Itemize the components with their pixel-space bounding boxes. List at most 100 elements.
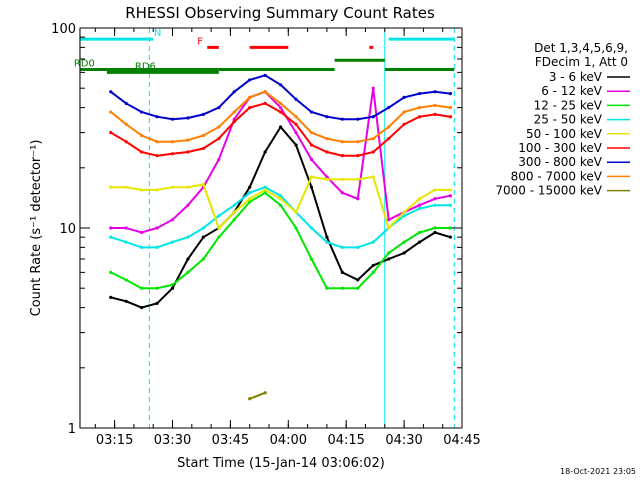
data-point-4-14: [294, 210, 298, 214]
data-point-2-19: [371, 270, 375, 274]
data-point-7-12: [263, 90, 267, 94]
data-point-2-15: [309, 257, 314, 261]
data-point-1-20: [387, 218, 391, 222]
data-point-1-22: [417, 203, 422, 207]
data-point-2-6: [170, 283, 175, 287]
data-point-3-23: [433, 203, 437, 207]
data-point-0-2: [109, 295, 113, 299]
data-point-5-2: [109, 130, 113, 135]
data-point-3-24: [448, 203, 453, 207]
data-point-4-5: [155, 188, 159, 192]
legend: Det 1,3,4,5,6,9, FDecim 1, Att 0 3 - 6 k…: [495, 41, 630, 198]
data-point-0-6: [170, 286, 175, 290]
data-point-4-3: [124, 185, 128, 189]
data-point-5-5: [155, 154, 159, 158]
data-point-2-12: [263, 191, 267, 195]
data-point-2-8: [201, 257, 205, 261]
data-point-6-13: [278, 83, 283, 87]
legend-label-2: 12 - 25 keV: [534, 98, 603, 112]
legend-header-line-2: FDecim 1, Att 0: [535, 55, 628, 69]
data-point-6-23: [433, 90, 437, 94]
x-tick-label-5: 04:30: [385, 433, 422, 448]
data-point-5-6: [170, 152, 175, 156]
data-point-8-12: [263, 391, 267, 395]
data-point-5-18: [356, 154, 360, 158]
data-point-6-15: [309, 110, 314, 114]
y-tick-label-2: 100: [51, 22, 76, 37]
data-point-2-20: [387, 251, 391, 255]
data-point-3-21: [402, 214, 406, 218]
data-point-0-24: [448, 235, 453, 239]
series-line-8: [249, 391, 266, 400]
data-point-2-10: [232, 218, 236, 222]
legend-label-0: 3 - 6 keV: [549, 70, 603, 84]
data-point-2-2: [109, 270, 113, 274]
data-point-4-15: [309, 175, 314, 179]
data-point-2-13: [278, 203, 283, 207]
data-point-1-3: [124, 226, 128, 230]
data-point-4-18: [356, 177, 360, 181]
data-point-5-12: [263, 101, 267, 105]
x-tick-label-2: 03:45: [212, 433, 249, 448]
legend-label-6: 300 - 800 keV: [518, 155, 602, 169]
data-point-5-14: [294, 122, 298, 126]
data-point-5-20: [387, 136, 391, 141]
data-point-6-20: [387, 105, 391, 110]
chart-axes: 03:15 03:30 03:45 04:00 04:15 04:30 04:45 1 10 10…: [51, 22, 481, 448]
data-point-4-4: [140, 188, 144, 192]
data-point-7-17: [340, 140, 344, 144]
y-tick-label-1: 10: [59, 222, 76, 237]
data-point-1-17: [340, 191, 344, 195]
data-point-4-19: [371, 175, 375, 179]
data-point-4-10: [232, 210, 236, 214]
data-point-5-15: [309, 143, 314, 147]
data-point-6-6: [170, 117, 175, 121]
data-point-6-12: [263, 73, 267, 77]
data-point-2-5: [155, 286, 159, 290]
legend-label-4: 50 - 100 keV: [526, 127, 603, 141]
x-tick-label-0: 03:15: [96, 433, 133, 448]
legend-label-1: 6 - 12 keV: [541, 84, 603, 98]
data-point-5-3: [124, 140, 128, 144]
legend-label-5: 100 - 300 keV: [518, 141, 602, 155]
data-point-6-5: [155, 115, 159, 119]
data-point-7-11: [248, 95, 252, 99]
data-point-4-21: [402, 210, 406, 214]
data-point-6-14: [294, 97, 298, 101]
data-point-3-19: [371, 240, 375, 244]
data-point-3-17: [340, 245, 344, 249]
data-point-0-11: [248, 185, 252, 189]
data-point-4-7: [186, 185, 190, 189]
legend-header-line-1: Det 1,3,4,5,6,9,: [534, 41, 628, 55]
data-point-4-6: [170, 185, 175, 189]
data-point-8-11: [248, 397, 252, 401]
x-tick-label-6: 04:45: [443, 433, 480, 448]
data-point-3-22: [417, 207, 422, 211]
data-point-4-24: [448, 188, 453, 192]
data-point-7-7: [186, 138, 190, 142]
data-point-5-9: [217, 136, 221, 141]
data-point-6-8: [201, 112, 205, 116]
data-point-2-17: [340, 286, 344, 290]
footer-timestamp: 18-Oct-2021 23:05: [560, 467, 636, 476]
data-point-2-24: [448, 226, 453, 230]
data-point-1-13: [278, 105, 283, 110]
data-point-6-19: [371, 115, 375, 119]
data-point-5-19: [371, 150, 375, 154]
data-point-2-22: [417, 230, 422, 235]
data-point-0-16: [325, 235, 329, 239]
data-point-3-10: [232, 203, 236, 207]
data-point-2-23: [433, 226, 437, 230]
data-point-0-15: [309, 185, 314, 189]
legend-label-3: 25 - 50 keV: [534, 113, 603, 127]
data-point-1-14: [294, 130, 298, 135]
data-point-7-23: [433, 103, 437, 108]
data-point-6-21: [402, 95, 406, 99]
data-point-0-22: [417, 240, 422, 244]
data-point-4-23: [433, 188, 437, 192]
data-point-3-3: [124, 240, 128, 244]
data-point-1-18: [356, 197, 360, 201]
data-point-6-22: [417, 91, 422, 96]
